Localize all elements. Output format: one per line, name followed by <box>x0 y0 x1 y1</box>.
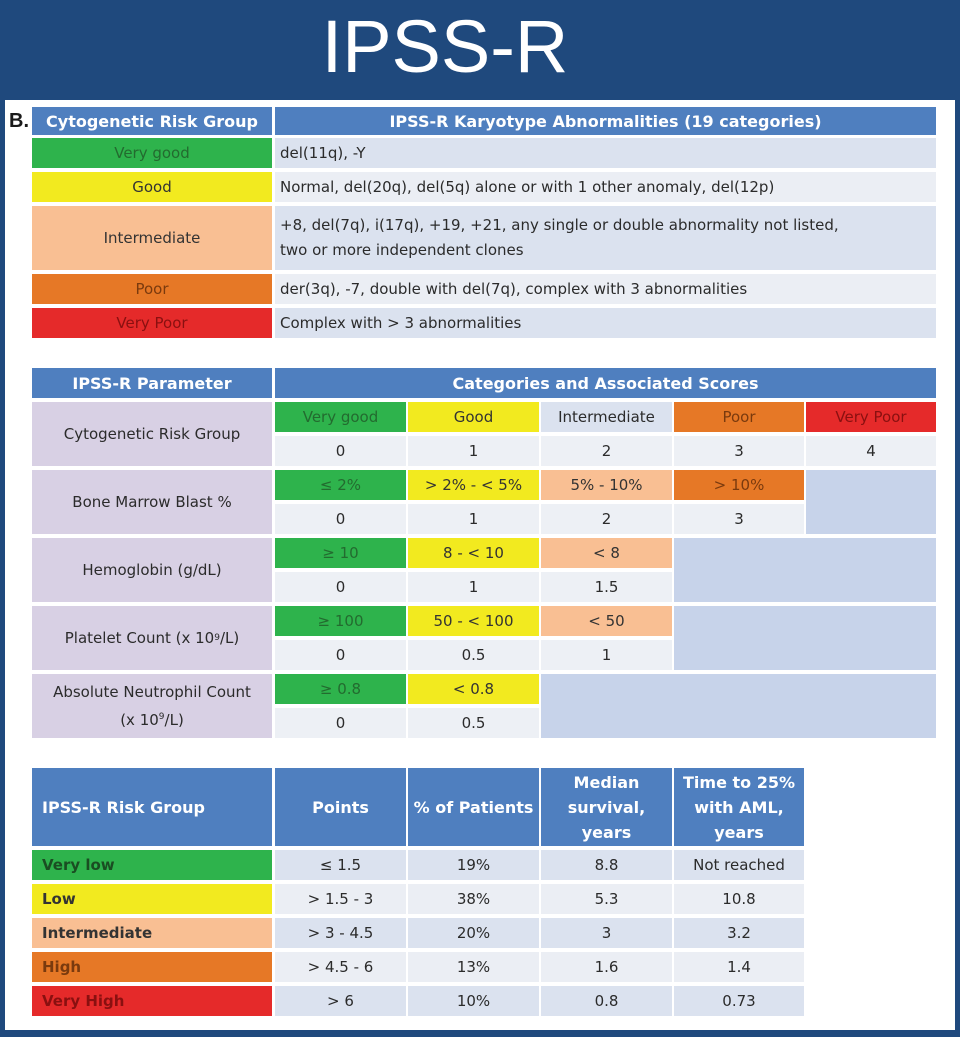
hgb-cat: ≥ 10 <box>275 538 406 568</box>
platelet-label-sup: 9 <box>214 632 220 643</box>
anc-score: 0 <box>275 708 406 738</box>
blast-cat: > 10% <box>674 470 804 500</box>
karyotype-group-poor: Poor <box>32 274 272 304</box>
anc-score: 0.5 <box>408 708 539 738</box>
plt-cat: < 50 <box>541 606 672 636</box>
hgb-cat: 8 - < 10 <box>408 538 539 568</box>
blank-cell <box>674 606 936 670</box>
risk-group-low: Low <box>32 884 272 914</box>
blast-score: 1 <box>408 504 539 534</box>
risk-group-very-high: Very High <box>32 986 272 1016</box>
param-platelet-label: Platelet Count (x 10 9/L) <box>32 606 272 670</box>
section-label: B. <box>9 110 29 132</box>
anc-cat: ≥ 0.8 <box>275 674 406 704</box>
anc-label-main: (x 10 <box>120 710 159 729</box>
risk-aml: Not reached <box>674 850 804 880</box>
risk-header-survival: Median survival, years <box>541 768 672 846</box>
title-banner: IPSS-R <box>0 0 960 100</box>
karyotype-group-intermediate: Intermediate <box>32 206 272 270</box>
hgb-score: 1.5 <box>541 572 672 602</box>
platelet-label-main: Platelet Count (x 10 <box>64 628 215 647</box>
blast-score: 3 <box>674 504 804 534</box>
param-anc-label: Absolute Neutrophil Count (x 109/L) <box>32 674 272 738</box>
param-blast-label: Bone Marrow Blast % <box>32 470 272 534</box>
blast-score: 0 <box>275 504 406 534</box>
blast-cat: > 2% - < 5% <box>408 470 539 500</box>
risk-aml: 3.2 <box>674 918 804 948</box>
risk-header-group: IPSS-R Risk Group <box>32 768 272 846</box>
risk-group-intermediate: Intermediate <box>32 918 272 948</box>
scores-header: Categories and Associated Scores <box>275 368 936 398</box>
plt-score: 1 <box>541 640 672 670</box>
cyto-cat-poor: Poor <box>674 402 804 432</box>
risk-header-points: Points <box>275 768 406 846</box>
blast-cat: ≤ 2% <box>275 470 406 500</box>
content-panel: B. Cytogenetic Risk Group IPSS-R Karyoty… <box>5 100 955 1030</box>
anc-label-line1: Absolute Neutrophil Count <box>53 682 251 701</box>
cyto-score: 2 <box>541 436 672 466</box>
karyotype-abnormality: Normal, del(20q), del(5q) alone or with … <box>275 172 936 202</box>
blank-cell <box>674 538 936 602</box>
karyotype-abnormality: der(3q), -7, double with del(7q), comple… <box>275 274 936 304</box>
cyto-score: 4 <box>806 436 936 466</box>
platelet-label-end: /L) <box>219 628 240 647</box>
cyto-cat-very-poor: Very Poor <box>806 402 936 432</box>
plt-score: 0.5 <box>408 640 539 670</box>
anc-cat: < 0.8 <box>408 674 539 704</box>
risk-header-pct: % of Patients <box>408 768 539 846</box>
cyto-score: 3 <box>674 436 804 466</box>
anc-label-sup: 9 <box>158 711 165 722</box>
anc-label-line2: (x 109/L) <box>120 705 184 733</box>
risk-pct: 38% <box>408 884 539 914</box>
plt-cat: ≥ 100 <box>275 606 406 636</box>
page-title: IPSS-R <box>321 5 569 88</box>
risk-survival: 5.3 <box>541 884 672 914</box>
blast-cat: 5% - 10% <box>541 470 672 500</box>
karyotype-group-good: Good <box>32 172 272 202</box>
param-cytogenetic-label: Cytogenetic Risk Group <box>32 402 272 466</box>
cyto-cat-intermediate: Intermediate <box>541 402 672 432</box>
risk-points: > 1.5 - 3 <box>275 884 406 914</box>
cyto-score: 1 <box>408 436 539 466</box>
karyotype-abnormality: Complex with > 3 abnormalities <box>275 308 936 338</box>
hgb-score: 0 <box>275 572 406 602</box>
risk-points: > 4.5 - 6 <box>275 952 406 982</box>
karyotype-header-abnormalities: IPSS-R Karyotype Abnormalities (19 categ… <box>275 107 936 135</box>
risk-aml: 1.4 <box>674 952 804 982</box>
risk-header-aml: Time to 25% with AML, years <box>674 768 804 846</box>
risk-pct: 13% <box>408 952 539 982</box>
anc-label-end: /L) <box>164 710 184 729</box>
blast-score: 2 <box>541 504 672 534</box>
cyto-score: 0 <box>275 436 406 466</box>
risk-group-very-low: Very low <box>32 850 272 880</box>
cyto-cat-good: Good <box>408 402 539 432</box>
karyotype-header-group: Cytogenetic Risk Group <box>32 107 272 135</box>
risk-survival: 0.8 <box>541 986 672 1016</box>
risk-aml: 10.8 <box>674 884 804 914</box>
risk-aml: 0.73 <box>674 986 804 1016</box>
risk-group-high: High <box>32 952 272 982</box>
karyotype-group-very-poor: Very Poor <box>32 308 272 338</box>
hgb-cat: < 8 <box>541 538 672 568</box>
blank-cell <box>806 470 936 534</box>
risk-pct: 19% <box>408 850 539 880</box>
blank-cell <box>541 674 936 738</box>
risk-pct: 10% <box>408 986 539 1016</box>
karyotype-abnormality: del(11q), -Y <box>275 138 936 168</box>
plt-cat: 50 - < 100 <box>408 606 539 636</box>
risk-pct: 20% <box>408 918 539 948</box>
param-hemoglobin-label: Hemoglobin (g/dL) <box>32 538 272 602</box>
risk-points: ≤ 1.5 <box>275 850 406 880</box>
karyotype-abnormality: +8, del(7q), i(17q), +19, +21, any singl… <box>275 206 936 270</box>
risk-survival: 3 <box>541 918 672 948</box>
risk-survival: 8.8 <box>541 850 672 880</box>
plt-score: 0 <box>275 640 406 670</box>
risk-points: > 6 <box>275 986 406 1016</box>
risk-survival: 1.6 <box>541 952 672 982</box>
cyto-cat-very-good: Very good <box>275 402 406 432</box>
hgb-score: 1 <box>408 572 539 602</box>
parameter-header: IPSS-R Parameter <box>32 368 272 398</box>
risk-points: > 3 - 4.5 <box>275 918 406 948</box>
karyotype-group-very-good: Very good <box>32 138 272 168</box>
